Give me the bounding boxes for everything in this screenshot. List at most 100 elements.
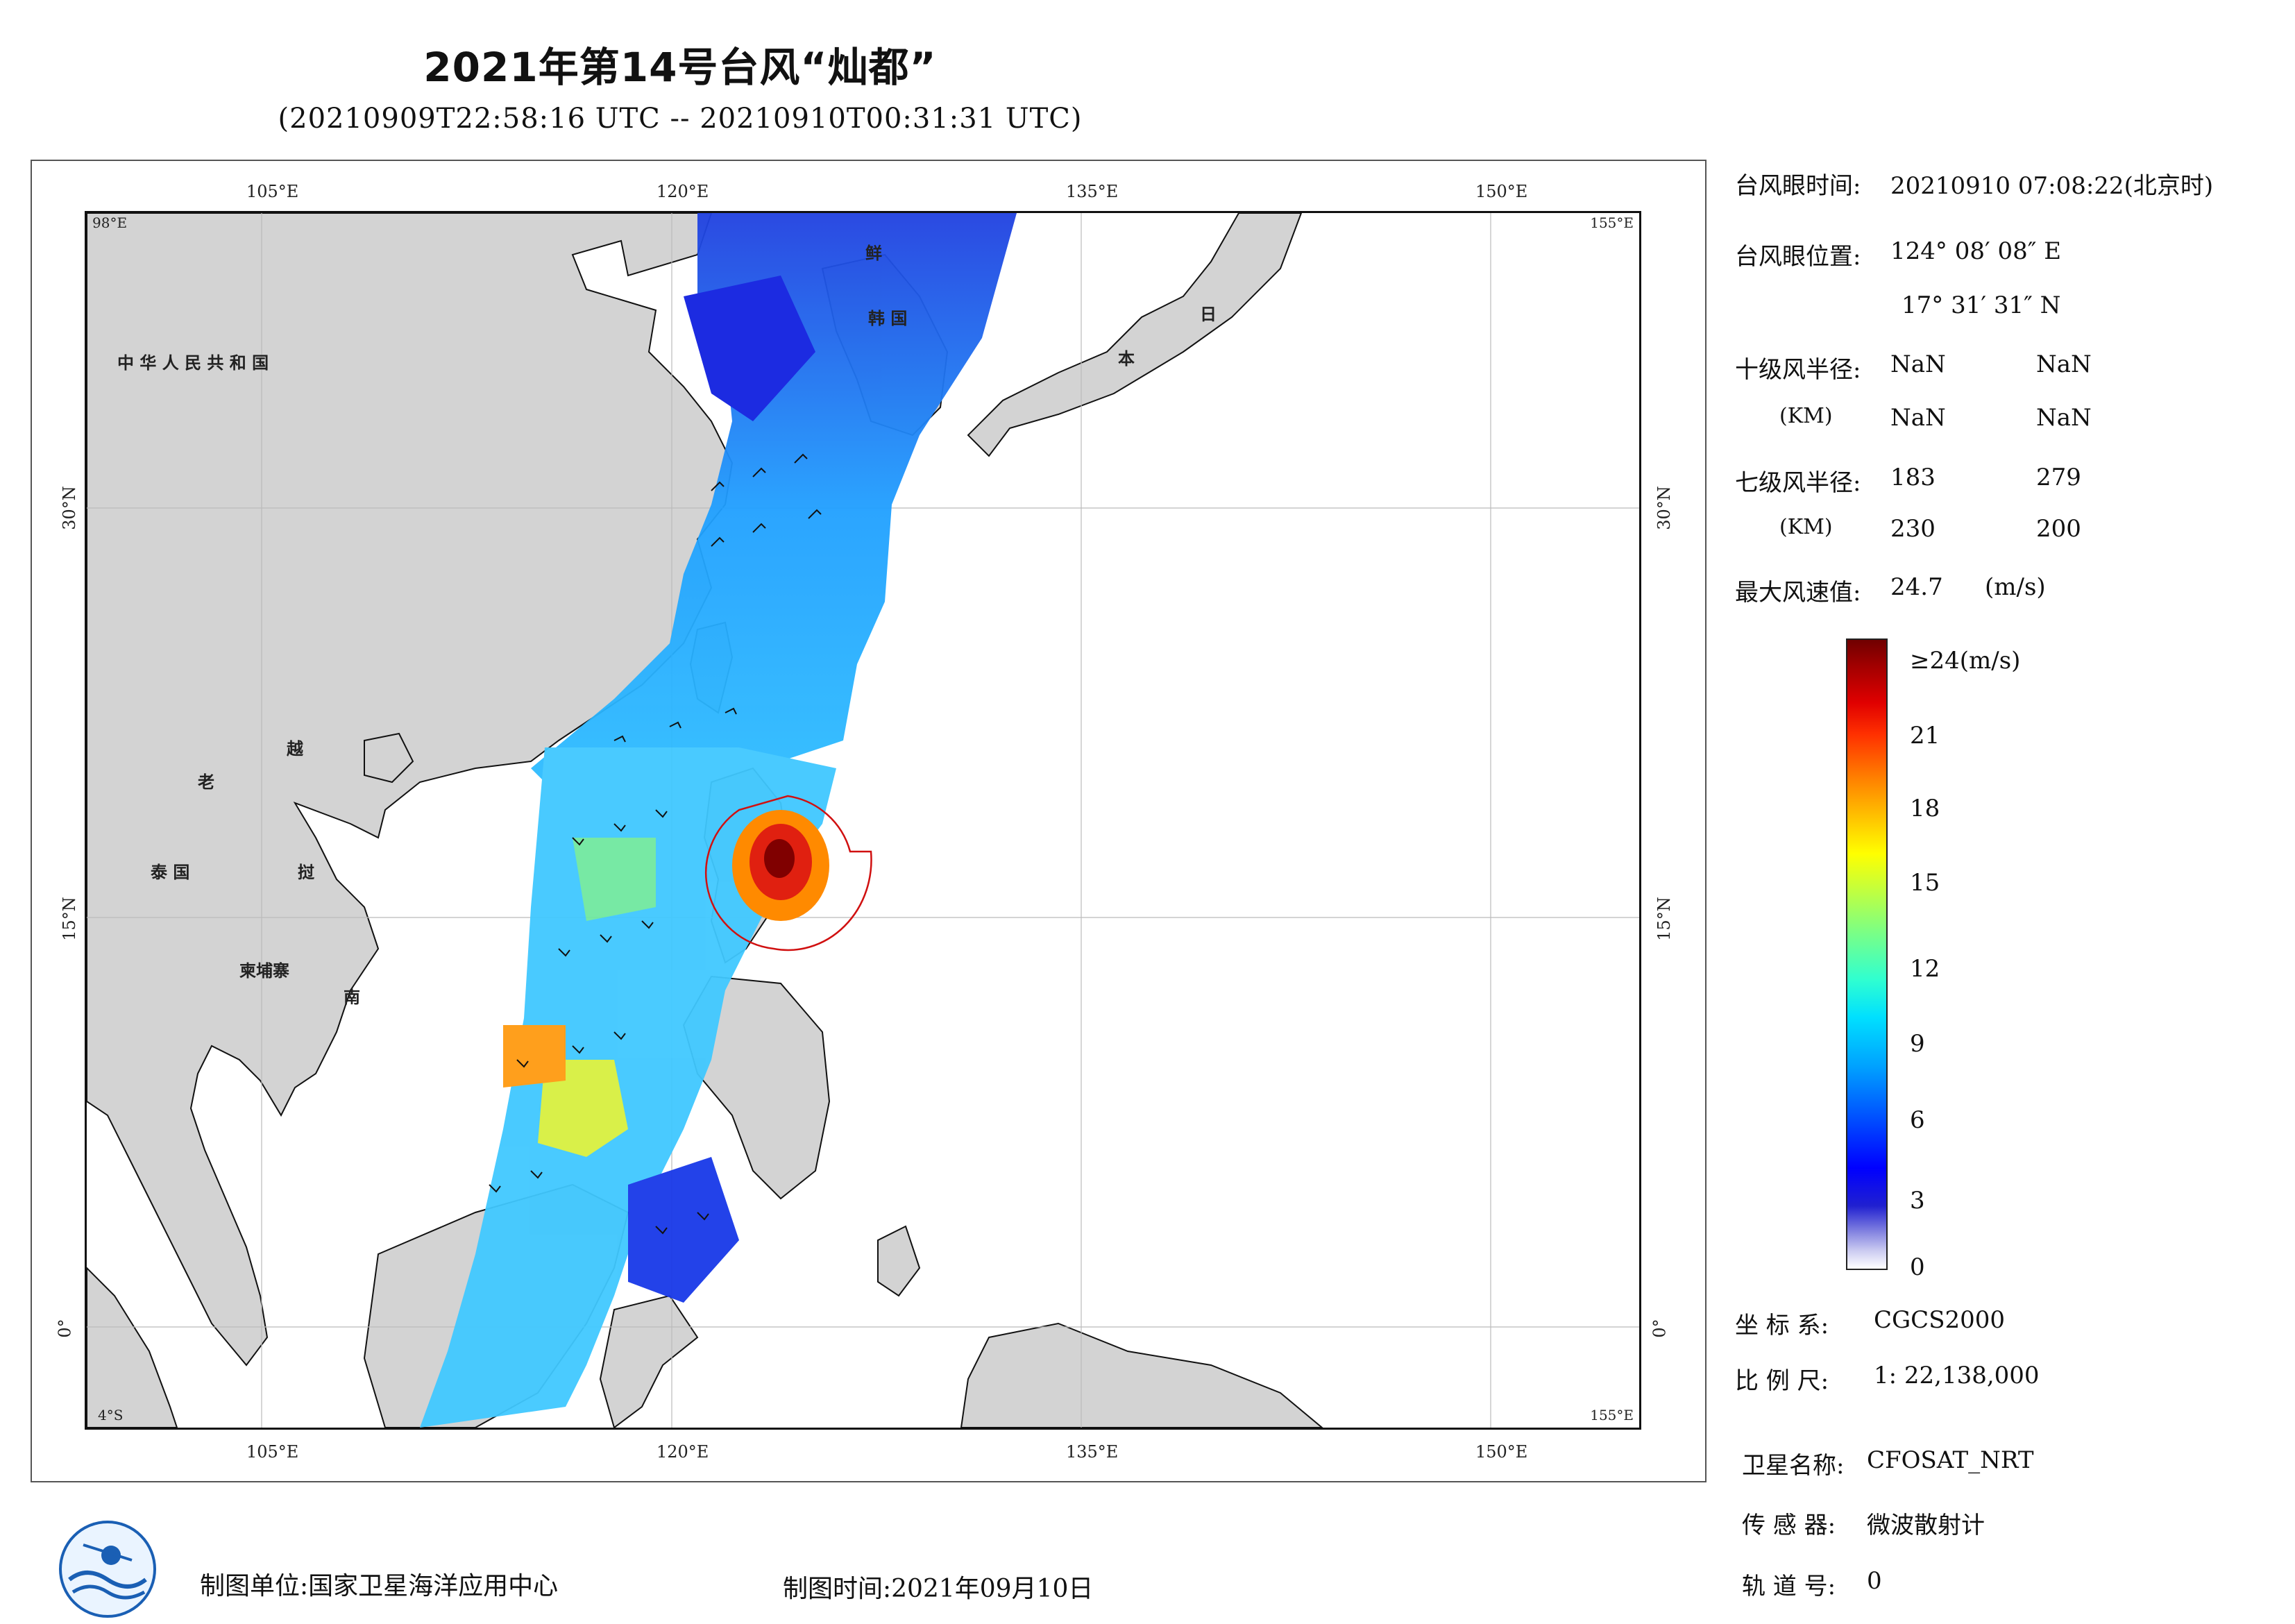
max-wind-row: 最大风速值: 24.7 (m/s) (1735, 573, 2046, 607)
wind-barbs (489, 453, 822, 1235)
satellite-row: 卫星名称: CFOSAT_NRT (1742, 1446, 2034, 1480)
corner-label-bottom-right-lon: 155°E (1590, 1407, 1634, 1423)
lon-tick-top-120: 120°E (657, 182, 709, 201)
land-japan (967, 213, 1303, 457)
scale-label: 比 例 尺: (1735, 1367, 1829, 1395)
place-label-laos-2: 挝 (298, 862, 314, 882)
footer-org-label: 制图单位: (200, 1572, 309, 1600)
corner-label-top-left-lon: 98°E (92, 214, 128, 231)
place-label-thailand: 泰 国 (151, 862, 190, 882)
satellite-value: CFOSAT_NRT (1867, 1446, 2034, 1474)
eye-time-value: 20210910 07:08:22(北京时) (1890, 172, 2214, 200)
swath-green-mid (573, 838, 656, 921)
wind-field-map[interactable]: 98°E 155°E 4°S 155°E 中 华 人 民 共 和 国 老 越 挝… (85, 211, 1641, 1430)
footer-org: 制图单位:国家卫星海洋应用中心 (200, 1566, 558, 1602)
lon-tick-top-105: 105°E (246, 182, 299, 201)
place-label-china: 中 华 人 民 共 和 国 (117, 353, 269, 373)
lon-tick-bottom-120: 120°E (657, 1442, 709, 1462)
sensor-label: 传 感 器: (1742, 1512, 1836, 1539)
land-halmahera (877, 1225, 921, 1297)
lat-tick-left-0: 0° (55, 1319, 75, 1338)
swath-south-band-yellow (538, 1060, 628, 1157)
colorbar-label-18: 18 (1910, 795, 1940, 822)
r7-unit: (KM) (1779, 515, 1833, 539)
map-title: 2021年第14号台风“灿都” (423, 44, 937, 91)
r7-row: 七级风半径: 183 279 (1735, 464, 2081, 498)
r7-value-2: 279 (2036, 464, 2081, 491)
r10-unit: (KM) (1779, 404, 1833, 428)
orbit-row: 轨 道 号: 0 (1742, 1567, 1882, 1601)
graticule (87, 213, 1639, 1428)
swath-south-band-orange (503, 1025, 566, 1088)
eye-pos-lat: 17° 31′ 31″ N (1902, 291, 2061, 319)
swath-deep-blue-se (628, 1157, 739, 1303)
r10-value-2: NaN (2036, 350, 2092, 378)
r10-label: 十级风半径: (1735, 356, 1861, 384)
colorbar-label-12: 12 (1910, 955, 1940, 983)
orbit-value: 0 (1867, 1567, 1882, 1595)
lat-tick-right-0: 0° (1650, 1319, 1670, 1338)
lat-tick-left-30: 30°N (59, 486, 79, 530)
r7-value-3: 230 (1890, 515, 1936, 543)
satellite-label: 卫星名称: (1742, 1452, 1845, 1480)
map-svg (87, 213, 1639, 1428)
lat-tick-left-15: 15°N (59, 897, 79, 941)
r7-value-4: 200 (2036, 515, 2081, 543)
colorbar-label-21: 21 (1910, 722, 1940, 750)
place-label-north-korea: 鲜 (865, 243, 882, 263)
wind-speed-colorbar (1846, 638, 1888, 1270)
r10-value-3: NaN (1890, 404, 1946, 432)
place-label-vietnam-1: 越 (287, 738, 303, 759)
lat-tick-right-15: 15°N (1654, 897, 1674, 941)
colorbar-label-15: 15 (1910, 869, 1940, 897)
lon-tick-bottom-105: 105°E (246, 1442, 299, 1462)
coord-label: 坐 标 系: (1735, 1312, 1829, 1339)
footer-org-value: 国家卫星海洋应用中心 (308, 1572, 559, 1600)
sensor-row: 传 感 器: 微波散射计 (1742, 1506, 1985, 1540)
colorbar-label-24: ≥24(m/s) (1910, 647, 2021, 675)
r7-value-1: 183 (1890, 464, 1936, 491)
org-logo (56, 1517, 160, 1621)
place-label-south-korea: 韩 国 (868, 308, 908, 328)
wind-radius-7 (705, 795, 872, 951)
max-wind-label: 最大风速值: (1735, 579, 1861, 607)
footer-date-label: 制图时间: (783, 1575, 892, 1603)
max-wind-value: 24.7 (1890, 573, 1943, 601)
land-hainan (364, 732, 414, 784)
lon-tick-bottom-135: 135°E (1066, 1442, 1119, 1462)
land-sumatra (87, 1267, 178, 1428)
lon-tick-top-135: 135°E (1066, 182, 1119, 201)
r7-label: 七级风半径: (1735, 469, 1861, 497)
colorbar-label-9: 9 (1910, 1030, 1925, 1058)
swath-north (531, 213, 1017, 810)
r10-value-1: NaN (1890, 350, 1946, 378)
scale-value: 1: 22,138,000 (1874, 1362, 2040, 1389)
r10-row: 十级风半径: NaN NaN (1735, 350, 2092, 384)
land-new-guinea (960, 1322, 1323, 1428)
colorbar-label-0: 0 (1910, 1253, 1925, 1281)
nsoas-logo-icon (59, 1521, 156, 1618)
eye-time-label: 台风眼时间: (1735, 172, 1861, 200)
r10-value-4: NaN (2036, 404, 2092, 432)
place-label-vietnam-2: 南 (344, 987, 360, 1007)
land-sulawesi (599, 1294, 699, 1428)
coord-row: 坐 标 系: CGCS2000 (1735, 1306, 2005, 1340)
place-label-japan-1: 日 (1200, 304, 1217, 324)
footer-date: 制图时间:2021年09月10日 (783, 1568, 1093, 1605)
eye-time-row: 台风眼时间: 20210910 07:08:22(北京时) (1735, 167, 2213, 201)
swath-south (420, 747, 836, 1428)
corner-label-bottom-left-lat: 4°S (98, 1407, 124, 1423)
colorbar-label-3: 3 (1910, 1187, 1925, 1215)
lon-tick-bottom-150: 150°E (1475, 1442, 1528, 1462)
lon-tick-top-150: 150°E (1475, 182, 1528, 201)
typhoon-core-darkred (764, 839, 795, 878)
place-label-japan-2: 本 (1118, 348, 1135, 369)
eye-pos-label: 台风眼位置: (1735, 243, 1861, 271)
place-label-cambodia: 柬埔寨 (239, 961, 289, 981)
place-label-laos: 老 (198, 772, 214, 792)
eye-pos-lon: 124° 08′ 08″ E (1890, 237, 2062, 265)
sensor-value: 微波散射计 (1867, 1512, 1985, 1539)
wind-swath (420, 213, 1017, 1428)
scale-row: 比 例 尺: 1: 22,138,000 (1735, 1362, 2040, 1396)
swath-deep-blue-north (684, 276, 815, 421)
